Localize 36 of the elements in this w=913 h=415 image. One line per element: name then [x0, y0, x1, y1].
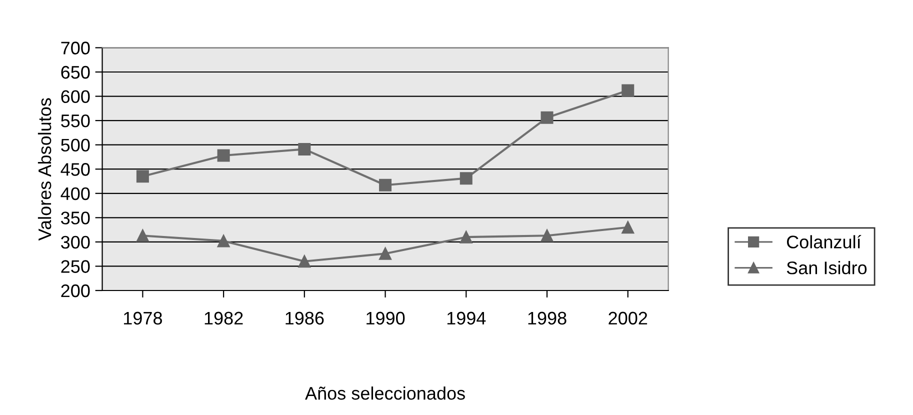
x-tick-label: 1998: [528, 312, 566, 325]
point: [136, 229, 149, 242]
y-tick-label: 200: [61, 284, 90, 298]
y-tick-label: 500: [61, 138, 90, 152]
point: [460, 172, 472, 185]
x-tick-label: 2002: [608, 312, 648, 325]
x-tick-label: 1990: [366, 312, 405, 325]
point: [540, 229, 554, 242]
x-tick-label: 1982: [204, 312, 243, 325]
y-axis-title: Valores Absolutos: [38, 98, 52, 241]
x-tick-label: 1978: [124, 312, 162, 325]
point: [298, 142, 311, 156]
x-axis-title: Años seleccionados: [305, 386, 465, 400]
legend-label: San Isidro: [786, 261, 867, 274]
y-tick-label: 400: [60, 187, 90, 200]
x-tick-label: 1994: [447, 312, 486, 325]
legend-label: Colanzulí: [786, 234, 862, 248]
y-tick-label: 450: [60, 163, 90, 176]
y-tick-label: 700: [61, 42, 90, 54]
y-tick-label: 550: [61, 114, 90, 128]
y-tick-label: 600: [61, 90, 90, 103]
point: [622, 221, 634, 234]
y-tick-label: 250: [61, 260, 90, 273]
point: [379, 178, 392, 192]
point: [298, 255, 311, 268]
point: [217, 234, 230, 248]
y-tick-label: 300: [61, 236, 90, 249]
point: [460, 230, 472, 244]
point: [217, 149, 230, 162]
point: [379, 247, 392, 260]
point: [540, 111, 554, 124]
point: [622, 84, 634, 97]
y-tick-label: 350: [61, 212, 90, 224]
x-tick-label: 1986: [286, 312, 324, 325]
point: [136, 170, 149, 183]
y-tick-label: 650: [61, 66, 90, 79]
